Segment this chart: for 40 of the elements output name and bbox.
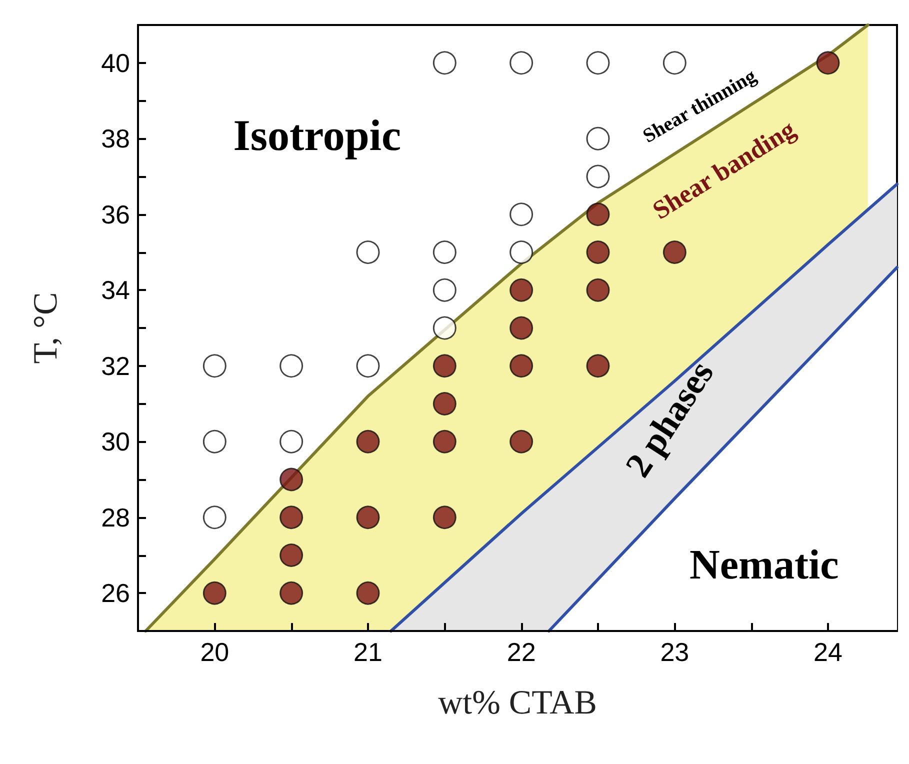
point — [356, 506, 380, 530]
y-tick-label: 26 — [101, 578, 130, 608]
y-tick-label: 28 — [101, 502, 130, 532]
point — [586, 354, 610, 378]
point — [510, 430, 534, 454]
point — [280, 506, 304, 530]
point — [280, 468, 304, 492]
y-tick-label: 32 — [101, 350, 130, 381]
point — [432, 392, 456, 416]
point — [280, 544, 304, 567]
y-axis-title: T, °C — [28, 292, 64, 364]
x-tick-label: 20 — [200, 637, 230, 667]
y-tick-label: 38 — [101, 124, 130, 154]
point — [816, 51, 840, 75]
x-tick-label: 24 — [814, 637, 842, 667]
point — [586, 202, 610, 226]
point — [280, 581, 304, 605]
point — [510, 316, 534, 340]
y-tick-label: 30 — [101, 426, 130, 457]
y-tick-label: 40 — [101, 48, 130, 78]
point — [432, 506, 456, 530]
point — [432, 354, 456, 378]
annotation: Isotropic — [233, 110, 402, 160]
y-tick-label: 34 — [101, 275, 130, 306]
point — [356, 430, 380, 454]
x-tick-label: 21 — [354, 637, 382, 667]
point — [510, 354, 534, 378]
point — [586, 278, 610, 302]
point — [662, 240, 686, 264]
x-tick-label: 22 — [506, 637, 536, 667]
annotation: Nematic — [690, 542, 839, 589]
x-axis-title: wt% CTAB — [438, 684, 597, 722]
point — [432, 430, 456, 454]
point — [586, 240, 610, 264]
point — [432, 316, 456, 340]
x-tick-label: 23 — [660, 637, 690, 667]
point — [510, 278, 534, 302]
y-tick-label: 36 — [101, 199, 130, 230]
point — [356, 581, 380, 605]
point — [202, 581, 226, 605]
